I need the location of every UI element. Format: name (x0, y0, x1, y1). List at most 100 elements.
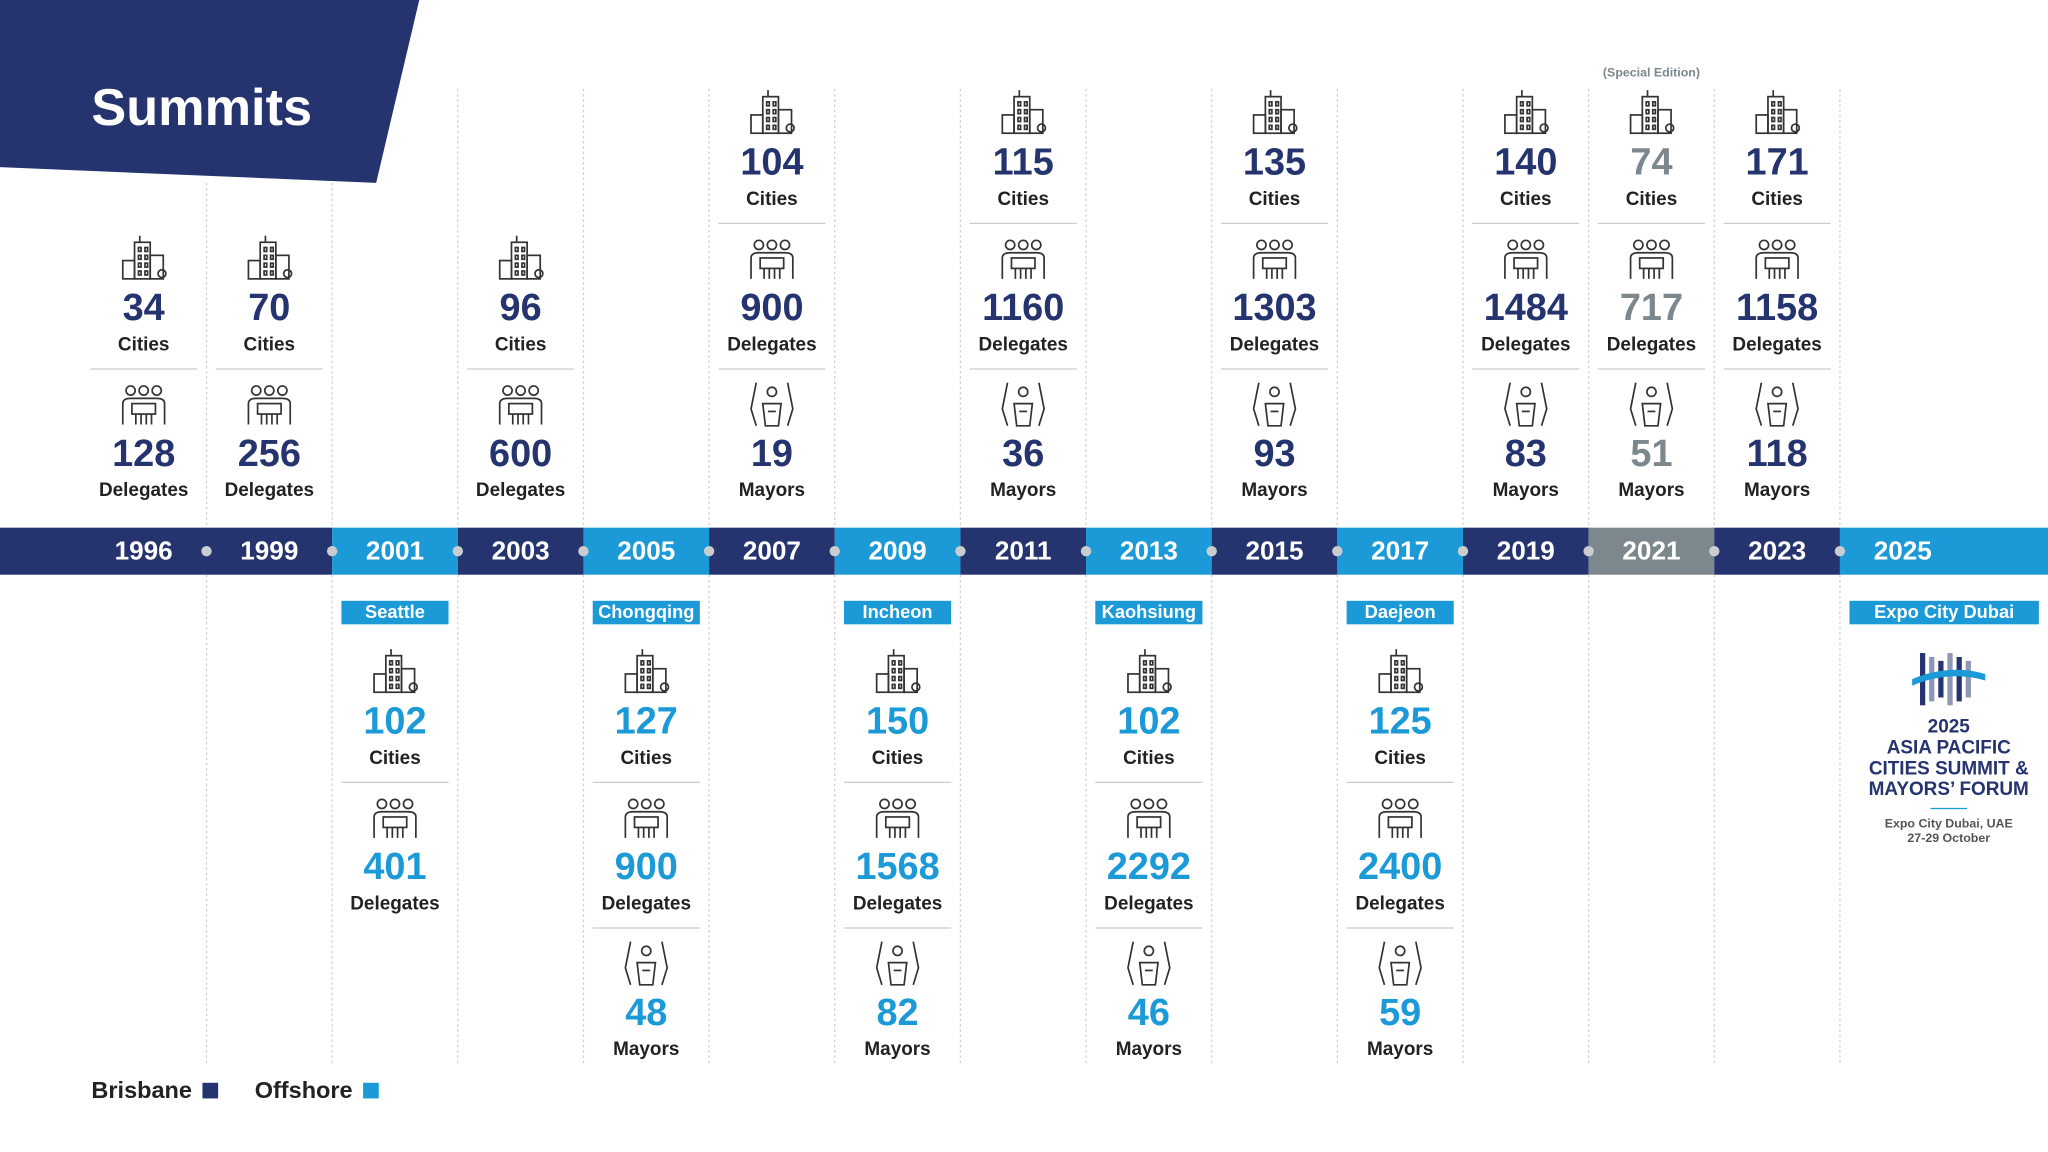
forum-title-line: MAYORS’ FORUM (1869, 779, 2029, 800)
stat-value: 401 (363, 846, 426, 888)
icon-part (1526, 108, 1531, 115)
city-label: Incheon (863, 601, 933, 622)
icon-part (1142, 683, 1148, 690)
timeline-segment (1337, 527, 1463, 575)
icon-part (250, 385, 262, 396)
stat-label: Delegates (1481, 334, 1570, 355)
icon-part (408, 682, 419, 692)
icon-part (1023, 124, 1028, 131)
city-tag (1849, 600, 2039, 625)
icon-part (1001, 114, 1015, 135)
stat-value: 1303 (1232, 287, 1316, 329)
icon-part (1381, 798, 1393, 810)
icon-part (256, 402, 282, 415)
icon-part (640, 945, 652, 957)
icon-part (1274, 116, 1280, 123)
stat-label: Delegates (602, 893, 691, 914)
stat-label: Delegates (1230, 334, 1319, 355)
icon-part (1520, 386, 1532, 398)
stat-label: Cities (1626, 189, 1678, 210)
podium-icon (624, 941, 669, 986)
legend-swatch (202, 1082, 219, 1099)
icon-part (157, 268, 167, 279)
icon-part (1017, 116, 1022, 123)
stat-value: 171 (1746, 142, 1809, 184)
icon-part (1261, 257, 1288, 270)
icon-part (875, 941, 920, 986)
icon-part (640, 798, 652, 810)
icon-part (125, 385, 137, 396)
logo-bar (1938, 660, 1944, 698)
icon-part (624, 941, 669, 986)
icon-part (1755, 251, 1799, 279)
icon-part (1629, 251, 1674, 279)
stat-label: Mayors (1116, 1039, 1182, 1060)
icon-part (1777, 116, 1782, 123)
icon-part (515, 385, 527, 396)
logo-bar (1947, 653, 1953, 706)
icon-part (1400, 675, 1405, 682)
icon-part (1513, 257, 1539, 270)
icon-part (1268, 101, 1273, 107)
icon-part (1023, 116, 1028, 123)
icon-part (898, 675, 903, 682)
icon-part (646, 667, 652, 674)
icon-part (263, 254, 268, 261)
forum-place: Expo City Dubai, UAE (1885, 816, 2013, 830)
stat-value: 135 (1243, 142, 1306, 184)
building-icon (1252, 90, 1298, 135)
stat-value: 19 (751, 433, 793, 475)
icon-part (276, 385, 288, 396)
icon-part (1771, 124, 1776, 131)
people-icon (624, 798, 669, 838)
podium-icon (875, 941, 920, 986)
timeline-dot (829, 545, 840, 557)
icon-part (1023, 108, 1028, 115)
icon-part (879, 798, 890, 810)
city-tag (844, 600, 952, 625)
building-icon (373, 649, 419, 694)
stat-value: 46 (1128, 992, 1170, 1034)
stat-label: Delegates (225, 480, 314, 501)
icon-part (1777, 108, 1782, 115)
stat-label: Mayors (739, 480, 805, 501)
icon-part (1771, 239, 1783, 251)
icon-part (263, 385, 275, 396)
icon-part (1413, 682, 1424, 692)
icon-part (534, 268, 544, 279)
icon-part (400, 667, 416, 694)
icon-part (382, 816, 408, 829)
icon-part (1130, 798, 1142, 810)
icon-part (1010, 257, 1036, 270)
timeline-segment (1839, 527, 2048, 575)
stat-value: 36 (1002, 433, 1044, 475)
stat-label: Cities (621, 748, 673, 769)
icon-part (137, 262, 142, 268)
icon-part (1664, 123, 1675, 133)
icon-part (765, 108, 771, 115)
icon-part (1755, 114, 1769, 135)
stat-value: 717 (1620, 287, 1683, 329)
people-icon (1127, 798, 1171, 838)
timeline-segment (1211, 527, 1338, 575)
people-icon (1378, 798, 1422, 838)
logo-wave (1912, 669, 1986, 686)
year-label: 2007 (743, 535, 801, 565)
icon-part (898, 667, 903, 674)
icon-part (1659, 239, 1670, 251)
icon-part (1771, 116, 1776, 123)
city-tag (341, 600, 449, 625)
icon-part (1629, 382, 1674, 427)
stat-value: 140 (1494, 142, 1557, 184)
stat-label: Cities (369, 748, 421, 769)
timeline-dot (1834, 545, 1846, 557)
icon-part (1405, 667, 1421, 694)
icon-part (247, 397, 292, 425)
stat-label: Delegates (1104, 893, 1193, 914)
icon-part (911, 682, 921, 692)
building-icon (624, 649, 670, 694)
timeline-segment (332, 527, 458, 575)
icon-part (263, 270, 268, 276)
timeline-dot (1206, 545, 1217, 557)
stat-label: Cities (495, 334, 547, 355)
